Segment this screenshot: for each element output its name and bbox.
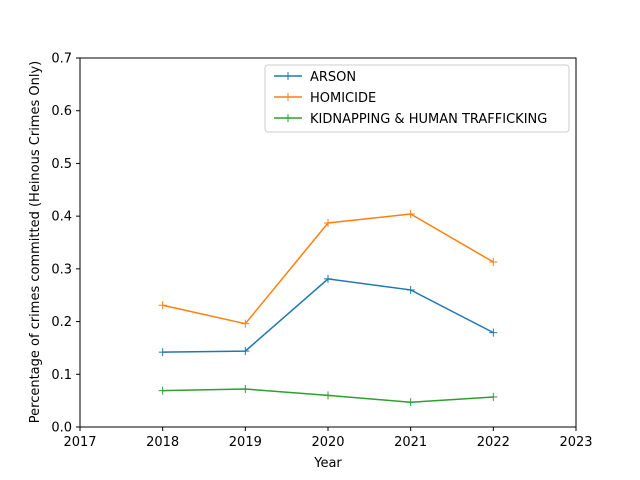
- x-axis: 2017 2018 2019 2020 2021 2022 2023: [63, 427, 593, 450]
- y-tick-label: 0.7: [51, 52, 72, 67]
- data-point: [241, 319, 250, 328]
- data-point: [406, 210, 415, 219]
- y-axis: 0.0 0.1 0.2 0.3 0.4 0.5 0.6 0.7: [51, 52, 80, 436]
- x-tick-label: 2019: [229, 435, 262, 450]
- data-point: [406, 398, 415, 407]
- y-tick-label: 0.1: [51, 368, 72, 383]
- series-layer: [158, 210, 498, 407]
- x-tick-label: 2020: [311, 435, 344, 450]
- legend-label: KIDNAPPING & HUMAN TRAFFICKING: [310, 112, 547, 127]
- y-tick-label: 0.4: [51, 210, 72, 225]
- y-tick-label: 0.6: [51, 104, 72, 119]
- y-tick-label: 0.5: [51, 157, 72, 172]
- data-point: [324, 218, 332, 227]
- data-point: [489, 328, 498, 337]
- legend-entry: KIDNAPPING & HUMAN TRAFFICKING: [274, 112, 547, 127]
- x-axis-label: Year: [313, 456, 342, 471]
- data-point: [158, 386, 167, 395]
- data-point: [489, 392, 498, 401]
- legend-marker: [284, 114, 292, 122]
- data-point: [324, 391, 332, 400]
- y-tick-label: 0.2: [51, 315, 72, 330]
- data-point: [158, 348, 167, 357]
- data-point: [406, 285, 415, 294]
- legend-label: HOMICIDE: [310, 91, 376, 106]
- series-line: [162, 278, 494, 353]
- series-2: [158, 210, 498, 328]
- data-point: [324, 274, 332, 283]
- x-tick-label: 2021: [394, 435, 427, 450]
- legend: ARSON HOMICIDE KIDNAPPING & HUMAN TRAFFICK…: [264, 64, 570, 133]
- y-tick-label: 0.3: [51, 262, 72, 277]
- y-axis-label: Percentage of crimes committed (Heinous …: [28, 61, 43, 423]
- x-tick-label: 2022: [477, 435, 510, 450]
- legend-marker: [284, 93, 292, 101]
- legend-entry: HOMICIDE: [274, 91, 376, 106]
- data-point: [241, 347, 250, 356]
- legend-entry: ARSON: [274, 70, 356, 85]
- series-3: [158, 385, 498, 407]
- legend-label: ARSON: [310, 70, 356, 85]
- x-tick-label: 2017: [63, 435, 96, 450]
- x-tick-label: 2023: [559, 435, 592, 450]
- legend-marker: [284, 72, 292, 80]
- data-point: [241, 385, 250, 394]
- series-1: [158, 274, 498, 357]
- legend-box: [264, 64, 570, 133]
- y-tick-label: 0.0: [51, 421, 72, 436]
- data-point: [158, 301, 167, 310]
- x-tick-label: 2018: [146, 435, 179, 450]
- data-point: [489, 258, 498, 267]
